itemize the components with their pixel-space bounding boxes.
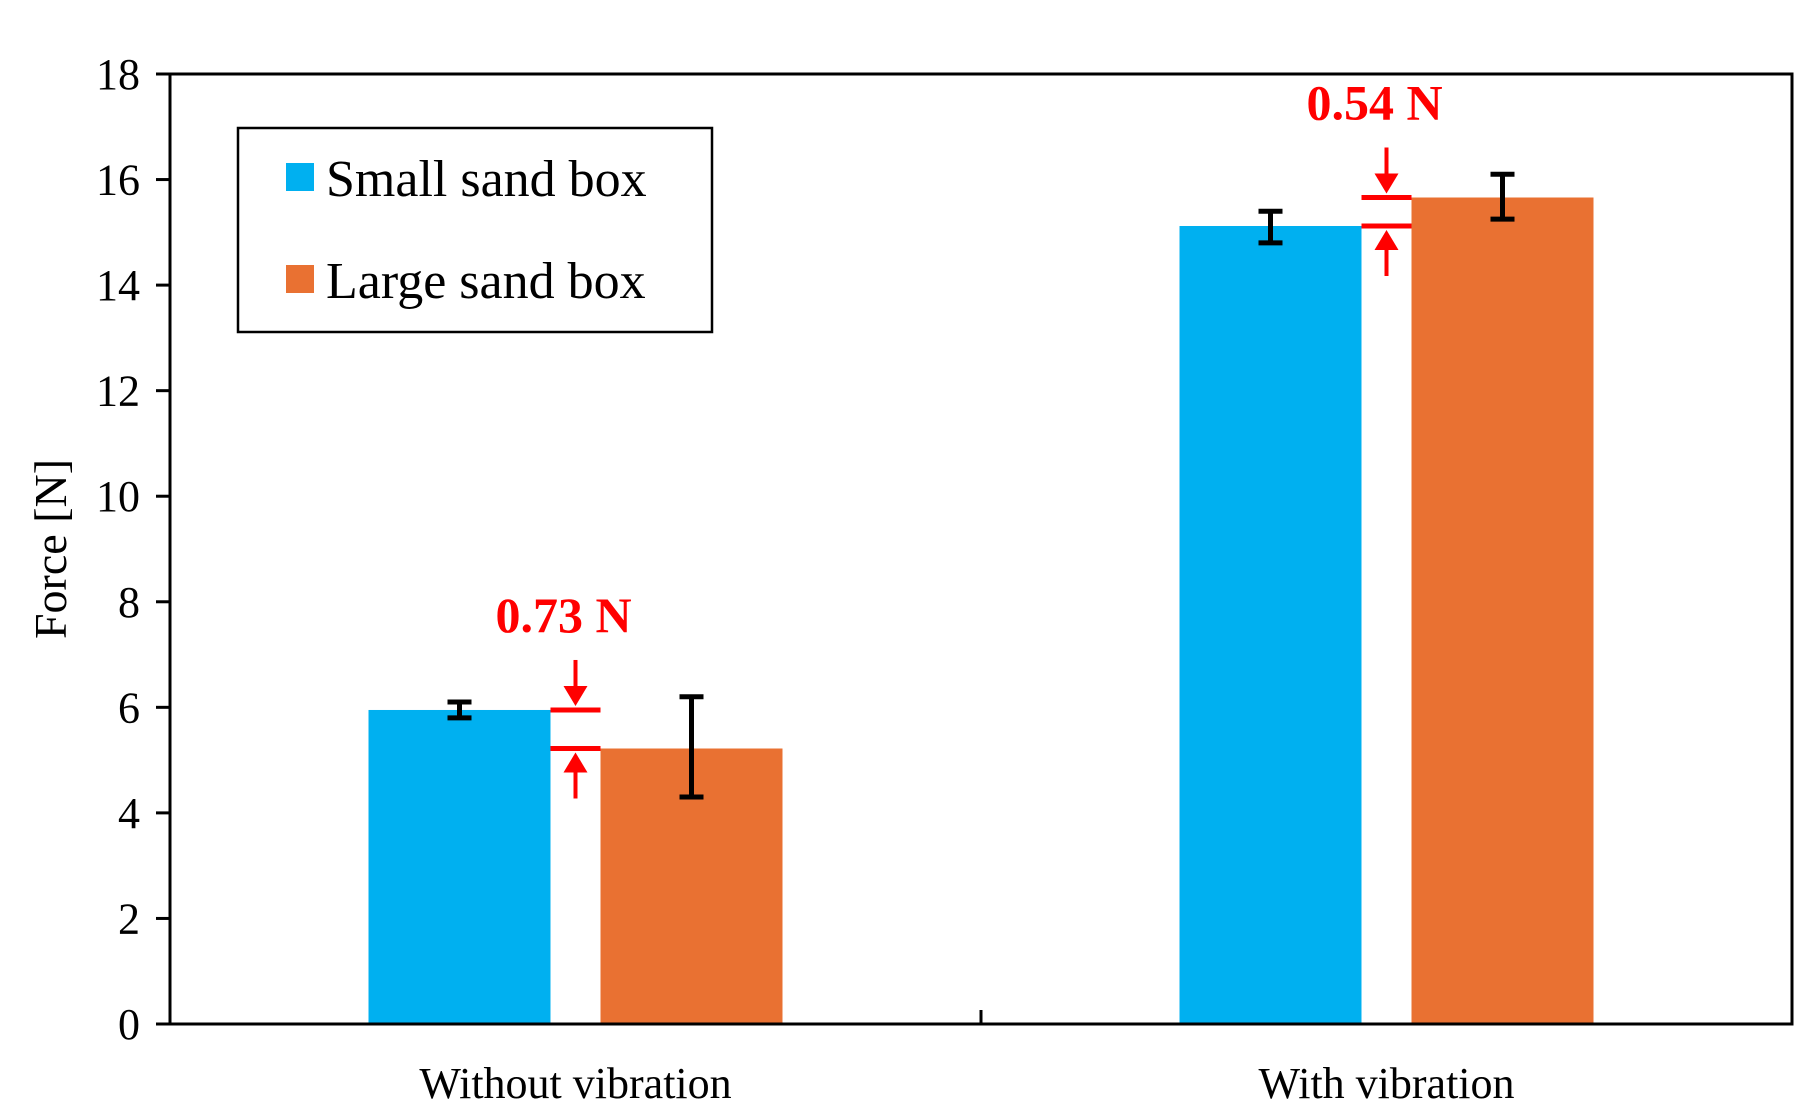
legend-box	[236, 126, 714, 334]
y-tick-label: 18	[96, 50, 140, 99]
bar-small-sand-box-without-vibration	[368, 709, 551, 1024]
bar-large-sand-box-with-vibration	[1411, 197, 1594, 1024]
legend-swatch-small-sand-box	[286, 163, 314, 191]
difference-annotation-without-vibration: 0.73 N	[495, 587, 632, 799]
y-tick-label: 14	[96, 261, 140, 310]
error-bar-small-sand-box-with-vibration	[1258, 208, 1283, 246]
arrow-down-icon	[1374, 173, 1399, 194]
x-tick-label-without-vibration: Without vibration	[419, 1059, 731, 1108]
arrow-up-icon	[1374, 230, 1399, 250]
difference-annotation-with-vibration: 0.54 N	[1306, 75, 1443, 276]
error-bar-large-sand-box-without-vibration	[679, 694, 704, 800]
difference-label: 0.54 N	[1306, 75, 1442, 131]
annotations-layer: 0.73 N 0.54 N	[495, 75, 1443, 799]
x-axis: Without vibration With vibration	[419, 1010, 1515, 1108]
y-axis: 0 2 4 6 8 10 12 14 16 18	[96, 50, 170, 1049]
y-tick-label: 2	[118, 894, 140, 943]
legend-label-small-sand-box: Small sand box	[326, 151, 647, 208]
legend-label-large-sand-box: Large sand box	[326, 253, 646, 310]
error-bar-small-sand-box-without-vibration	[447, 699, 472, 721]
arrow-down-icon	[563, 685, 588, 706]
y-tick-label: 10	[96, 472, 140, 521]
bars-layer	[368, 197, 1594, 1024]
x-tick-label-with-vibration: With vibration	[1258, 1059, 1514, 1108]
difference-label: 0.73 N	[495, 587, 631, 643]
y-tick-label: 16	[96, 156, 140, 205]
legend: Small sand box Large sand box	[236, 126, 714, 334]
y-tick-label: 8	[118, 578, 140, 627]
error-bars-layer	[447, 171, 1515, 800]
error-bar-large-sand-box-with-vibration	[1490, 171, 1515, 222]
y-tick-label: 4	[118, 789, 140, 838]
arrow-up-icon	[563, 752, 588, 773]
y-tick-label: 0	[118, 1000, 140, 1049]
y-tick-label: 6	[118, 683, 140, 732]
bar-small-sand-box-with-vibration	[1179, 226, 1362, 1024]
y-axis-title: Force [N]	[25, 459, 76, 639]
y-tick-label: 12	[96, 367, 140, 416]
legend-swatch-large-sand-box	[286, 265, 314, 293]
